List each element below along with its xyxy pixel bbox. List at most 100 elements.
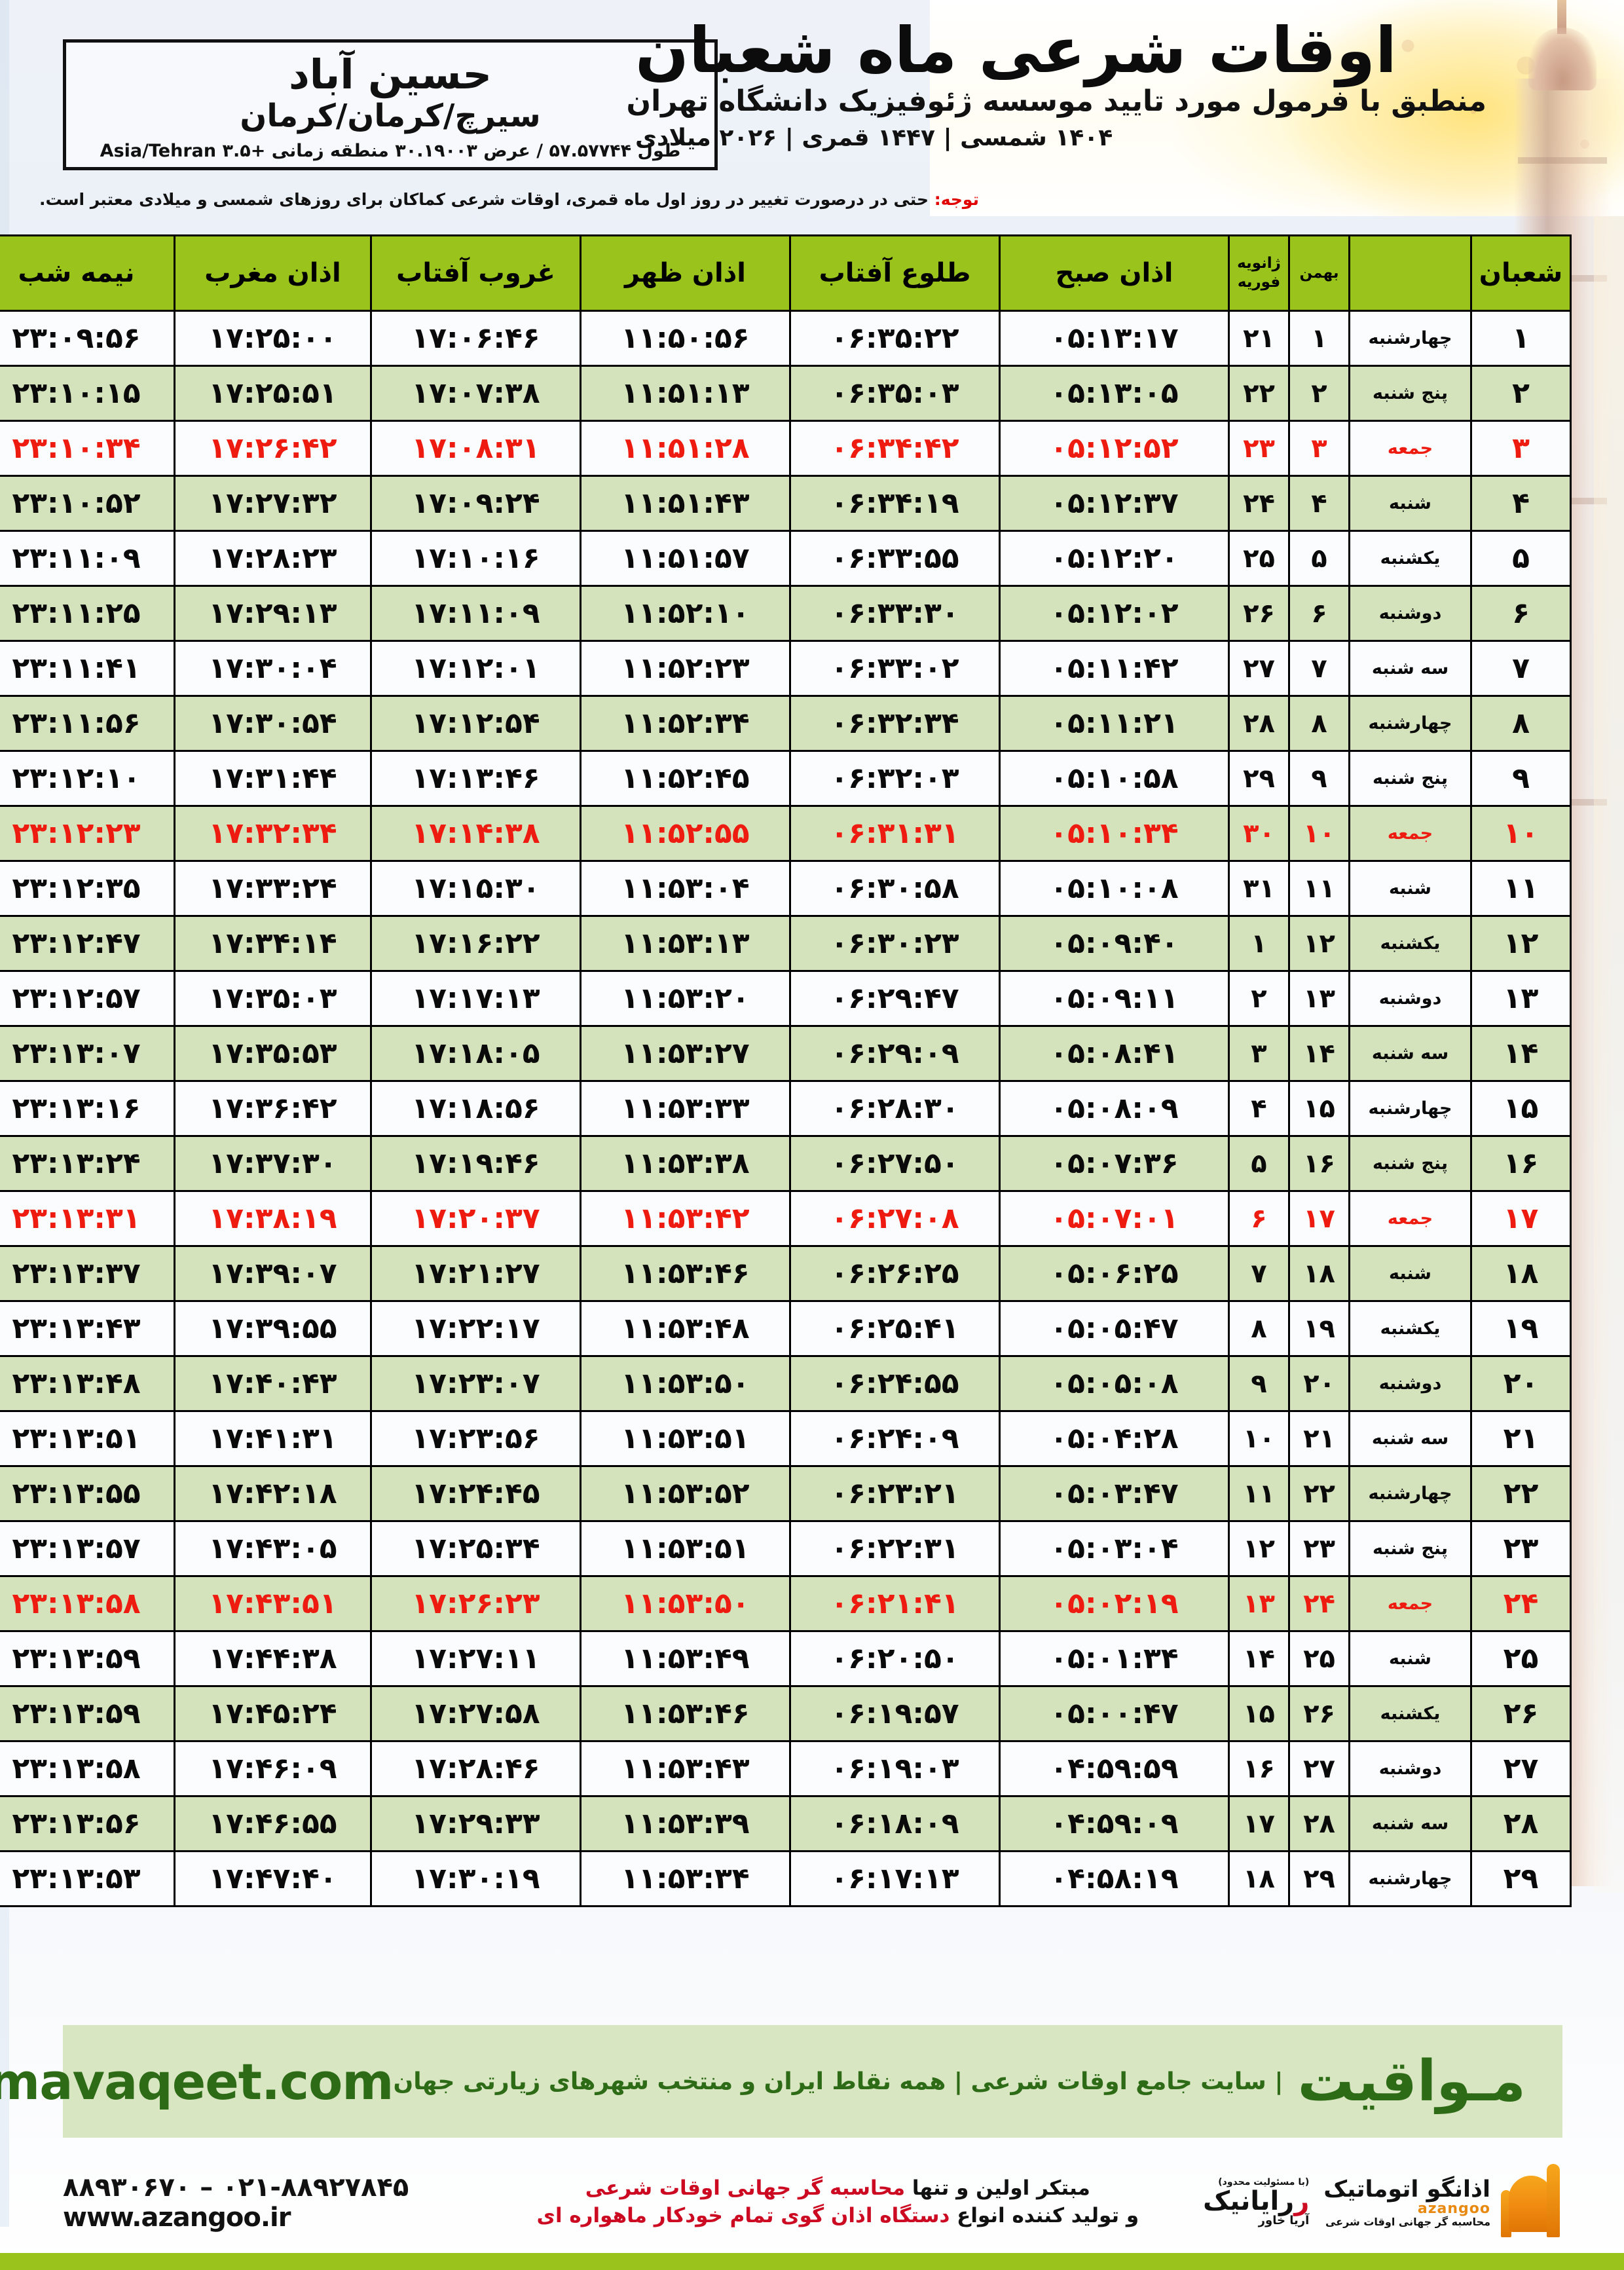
- cell-ghorub: ۱۷:۱۸:۰۵: [370, 1025, 581, 1082]
- cell-bahman: ۹: [1288, 750, 1350, 807]
- cell-sobh: ۰۵:۱۲:۳۷: [999, 475, 1230, 532]
- cell-dow: سه شنبه: [1348, 1025, 1472, 1082]
- cell-maghreb: ۱۷:۴۰:۴۳: [174, 1355, 372, 1412]
- cell-maghreb: ۱۷:۳۲:۳۴: [174, 805, 372, 862]
- cell-maghreb: ۱۷:۳۵:۰۳: [174, 970, 372, 1027]
- cell-shaban: ۸: [1470, 695, 1572, 752]
- cell-dow: جمعه: [1348, 420, 1472, 477]
- table-row: ۲۱ سه شنبه ۲۱ ۱۰ ۰۵:۰۴:۲۸ ۰۶:۲۴:۰۹ ۱۱:۵۳:۵۱ ۱۷:…: [0, 1410, 1572, 1467]
- cell-dow: جمعه: [1348, 805, 1472, 862]
- rayaneek-accent-letter: ر: [1294, 2186, 1310, 2216]
- cell-tolu: ۰۶:۳۲:۰۳: [789, 750, 1001, 807]
- cell-sobh: ۰۵:۱۲:۲۰: [999, 530, 1230, 587]
- cell-tolu: ۰۶:۲۶:۲۵: [789, 1245, 1001, 1302]
- cell-zohr: ۱۱:۵۳:۱۳: [580, 915, 791, 972]
- cell-ghorub: ۱۷:۱۳:۴۶: [370, 750, 581, 807]
- right-ornament-strip: [1594, 216, 1624, 1893]
- cell-bahman: ۲۰: [1288, 1355, 1350, 1412]
- slogan-line-2: و تولید کننده انواع دستگاه اذان گوی تمام…: [537, 2203, 1139, 2230]
- table-row: ۲ پنج شنبه ۲ ۲۲ ۰۵:۱۳:۰۵ ۰۶:۳۵:۰۳ ۱۱:۵۱:۱۳ ۱۷:۰…: [0, 365, 1572, 422]
- cell-tolu: ۰۶:۲۷:۰۸: [789, 1190, 1001, 1247]
- azangoo-logo: اذانگو اتوماتیک azangoo محاسبه گر جهانی …: [1323, 2164, 1562, 2241]
- cell-shaban: ۴: [1470, 475, 1572, 532]
- cell-nimeshab: ۲۳:۱۳:۵۳: [0, 1850, 175, 1907]
- cell-sobh: ۰۵:۱۱:۴۲: [999, 640, 1230, 697]
- cell-janvieh: ۱۷: [1228, 1795, 1290, 1852]
- cell-nimeshab: ۲۳:۱۳:۱۶: [0, 1080, 175, 1137]
- col-header-tolu-aftab: طلوع آفتاب: [789, 234, 1001, 312]
- cell-nimeshab: ۲۳:۱۱:۵۶: [0, 695, 175, 752]
- page-subtitle: منطبق با فرمول مورد تایید موسسه ژئوفیزیک…: [626, 84, 1486, 118]
- cell-shaban: ۱: [1470, 310, 1572, 367]
- cell-zohr: ۱۱:۵۰:۵۶: [580, 310, 791, 367]
- table-row: ۲۹ چهارشنبه ۲۹ ۱۸ ۰۴:۵۸:۱۹ ۰۶:۱۷:۱۳ ۱۱:۵۳:۳۴ ۱۷…: [0, 1850, 1572, 1907]
- table-row: ۲۰ دوشنبه ۲۰ ۹ ۰۵:۰۵:۰۸ ۰۶:۲۴:۵۵ ۱۱:۵۳:۵۰ ۱۷:۲۳…: [0, 1355, 1572, 1412]
- cell-maghreb: ۱۷:۴۷:۴۰: [174, 1850, 372, 1907]
- cell-sobh: ۰۵:۰۴:۲۸: [999, 1410, 1230, 1467]
- cell-bahman: ۱: [1288, 310, 1350, 367]
- cell-janvieh: ۲: [1228, 970, 1290, 1027]
- cell-sobh: ۰۵:۰۹:۱۱: [999, 970, 1230, 1027]
- cell-sobh: ۰۵:۰۳:۴۷: [999, 1465, 1230, 1522]
- cell-shaban: ۱۱: [1470, 860, 1572, 917]
- cell-ghorub: ۱۷:۲۰:۳۷: [370, 1190, 581, 1247]
- cell-shaban: ۲: [1470, 365, 1572, 422]
- cell-nimeshab: ۲۳:۱۳:۰۷: [0, 1025, 175, 1082]
- cell-ghorub: ۱۷:۱۴:۳۸: [370, 805, 581, 862]
- cell-zohr: ۱۱:۵۱:۵۷: [580, 530, 791, 587]
- cell-nimeshab: ۲۳:۱۳:۵۵: [0, 1465, 175, 1522]
- cell-tolu: ۰۶:۲۸:۳۰: [789, 1080, 1001, 1137]
- cell-shaban: ۹: [1470, 750, 1572, 807]
- cell-dow: سه شنبه: [1348, 1795, 1472, 1852]
- cell-tolu: ۰۶:۱۹:۵۷: [789, 1685, 1001, 1742]
- cell-ghorub: ۱۷:۲۶:۲۳: [370, 1575, 581, 1632]
- mosque-icon: [1500, 2164, 1562, 2241]
- cell-bahman: ۶: [1288, 585, 1350, 642]
- header-decorative-art: [930, 0, 1624, 216]
- mavaqeet-domain[interactable]: mavaqeet.com: [0, 2052, 394, 2111]
- cell-dow: دوشنبه: [1348, 1740, 1472, 1797]
- cell-nimeshab: ۲۳:۱۳:۵۸: [0, 1575, 175, 1632]
- cell-janvieh: ۴: [1228, 1080, 1290, 1137]
- cell-ghorub: ۱۷:۲۷:۱۱: [370, 1630, 581, 1687]
- cell-sobh: ۰۴:۵۹:۰۹: [999, 1795, 1230, 1852]
- col-header-shaban: شعبان: [1470, 234, 1572, 312]
- cell-nimeshab: ۲۳:۱۲:۲۳: [0, 805, 175, 862]
- table-row: ۲۲ چهارشنبه ۲۲ ۱۱ ۰۵:۰۳:۴۷ ۰۶:۲۳:۲۱ ۱۱:۵۳:۵۲ ۱۷…: [0, 1465, 1572, 1522]
- cell-janvieh: ۶: [1228, 1190, 1290, 1247]
- table-row: ۲۷ دوشنبه ۲۷ ۱۶ ۰۴:۵۹:۵۹ ۰۶:۱۹:۰۳ ۱۱:۵۳:۴۳ ۱۷:۲…: [0, 1740, 1572, 1797]
- cell-janvieh: ۱۴: [1228, 1630, 1290, 1687]
- table-row: ۳ جمعه ۳ ۲۳ ۰۵:۱۲:۵۲ ۰۶:۳۴:۴۲ ۱۱:۵۱:۲۸ ۱۷:۰۸:۳۱…: [0, 420, 1572, 477]
- cell-shaban: ۲۳: [1470, 1520, 1572, 1577]
- cell-ghorub: ۱۷:۰۹:۲۴: [370, 475, 581, 532]
- cell-janvieh: ۱۱: [1228, 1465, 1290, 1522]
- cell-nimeshab: ۲۳:۱۲:۱۰: [0, 750, 175, 807]
- cell-bahman: ۳: [1288, 420, 1350, 477]
- cell-janvieh: ۲۷: [1228, 640, 1290, 697]
- cell-ghorub: ۱۷:۲۳:۰۷: [370, 1355, 581, 1412]
- cell-nimeshab: ۲۳:۱۱:۲۵: [0, 585, 175, 642]
- website-url[interactable]: www.azangoo.ir: [63, 2203, 291, 2233]
- mavaqeet-brand-fa: مـواقیت: [1297, 2049, 1526, 2114]
- cell-zohr: ۱۱:۵۳:۳۴: [580, 1850, 791, 1907]
- prayer-times-table: شعبان بهمن ژانویه فوریه اذان صبح طلوع آفت…: [0, 234, 1572, 1907]
- cell-bahman: ۲۵: [1288, 1630, 1350, 1687]
- cell-nimeshab: ۲۳:۱۳:۴۸: [0, 1355, 175, 1412]
- cell-dow: سه شنبه: [1348, 1410, 1472, 1467]
- table-row: ۱۴ سه شنبه ۱۴ ۳ ۰۵:۰۸:۴۱ ۰۶:۲۹:۰۹ ۱۱:۵۳:۲۷ ۱۷:۱…: [0, 1025, 1572, 1082]
- cell-zohr: ۱۱:۵۳:۵۱: [580, 1410, 791, 1467]
- cell-bahman: ۲۱: [1288, 1410, 1350, 1467]
- cell-sobh: ۰۴:۵۸:۱۹: [999, 1850, 1230, 1907]
- cell-nimeshab: ۲۳:۱۳:۲۴: [0, 1135, 175, 1192]
- cell-sobh: ۰۵:۱۰:۵۸: [999, 750, 1230, 807]
- cell-shaban: ۱۸: [1470, 1245, 1572, 1302]
- cell-tolu: ۰۶:۳۳:۳۰: [789, 585, 1001, 642]
- cell-nimeshab: ۲۳:۱۳:۴۳: [0, 1300, 175, 1357]
- cell-maghreb: ۱۷:۳۰:۰۴: [174, 640, 372, 697]
- table-row: ۴ شنبه ۴ ۲۴ ۰۵:۱۲:۳۷ ۰۶:۳۴:۱۹ ۱۱:۵۱:۴۳ ۱۷:۰۹:۲۴…: [0, 475, 1572, 532]
- cell-maghreb: ۱۷:۴۳:۵۱: [174, 1575, 372, 1632]
- cell-ghorub: ۱۷:۱۶:۲۲: [370, 915, 581, 972]
- cell-dow: یکشنبه: [1348, 1685, 1472, 1742]
- cell-maghreb: ۱۷:۲۷:۳۲: [174, 475, 372, 532]
